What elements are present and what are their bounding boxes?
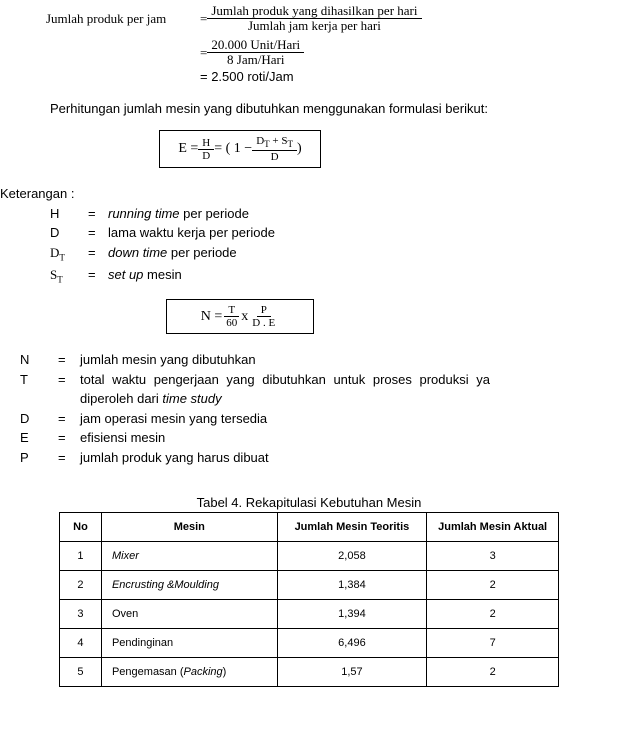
th-teoritis: Jumlah Mesin Teoritis: [277, 513, 427, 542]
cell-teoritis: 1,384: [277, 571, 427, 600]
def-st: ST = set up mesin: [0, 265, 618, 287]
keterangan-label: Keterangan :: [0, 184, 618, 204]
def-dt: DT = down time per periode: [0, 243, 618, 265]
cell-mesin: Mixer: [101, 542, 277, 571]
cell-no: 5: [60, 658, 102, 687]
cell-mesin: Pengemasan (Packing): [101, 658, 277, 687]
eq1-fraction2: 20.000 Unit/Hari 8 Jam/Hari: [207, 38, 304, 68]
paragraph-machine-formula: Perhitungan jumlah mesin yang dibutuhkan…: [0, 99, 618, 119]
defs-e-block: H = running time per periode D = lama wa…: [0, 204, 618, 287]
formula-e-box-wrap: E = H D = ( 1 − DT + ST D ): [0, 130, 420, 168]
th-mesin: Mesin: [101, 513, 277, 542]
cell-aktual: 7: [427, 629, 559, 658]
eq-products-per-hour-line2: = 20.000 Unit/Hari 8 Jam/Hari: [0, 38, 618, 68]
th-no: No: [60, 513, 102, 542]
table-header-row: No Mesin Jumlah Mesin Teoritis Jumlah Me…: [60, 513, 559, 542]
cell-teoritis: 1,394: [277, 600, 427, 629]
table-row: 3Oven1,3942: [60, 600, 559, 629]
th-aktual: Jumlah Mesin Aktual: [427, 513, 559, 542]
cell-aktual: 2: [427, 571, 559, 600]
def-d: D = lama waktu kerja per periode: [0, 223, 618, 243]
cell-teoritis: 6,496: [277, 629, 427, 658]
formula-n-box-wrap: N = T 60 x P D . E: [0, 299, 420, 334]
cell-aktual: 2: [427, 600, 559, 629]
table-row: 5Pengemasan (Packing)1,572: [60, 658, 559, 687]
cell-no: 3: [60, 600, 102, 629]
eq-products-per-hour-line1: Jumlah produk per jam = Jumlah produk ya…: [0, 4, 618, 34]
defs-n-block: N = jumlah mesin yang dibutuhkan T = tot…: [0, 350, 618, 467]
table-row: 1Mixer2,0583: [60, 542, 559, 571]
def-h: H = running time per periode: [0, 204, 618, 224]
machine-need-table: No Mesin Jumlah Mesin Teoritis Jumlah Me…: [59, 512, 559, 687]
eq1-fraction1: Jumlah produk yang dihasilkan per hari J…: [207, 4, 421, 34]
cell-no: 4: [60, 629, 102, 658]
table-caption: Tabel 4. Rekapitulasi Kebutuhan Mesin: [0, 495, 618, 510]
formula-e-box: E = H D = ( 1 − DT + ST D ): [159, 130, 320, 168]
cell-teoritis: 2,058: [277, 542, 427, 571]
cell-no: 2: [60, 571, 102, 600]
def-e2: E = efisiensi mesin: [0, 428, 618, 448]
eq1-lhs: Jumlah produk per jam: [0, 9, 200, 29]
cell-aktual: 2: [427, 658, 559, 687]
def-p: P = jumlah produk yang harus dibuat: [0, 448, 618, 468]
table-row: 2Encrusting &Moulding1,3842: [60, 571, 559, 600]
cell-mesin: Pendinginan: [101, 629, 277, 658]
eq1-result: = 2.500 roti/Jam: [0, 67, 618, 87]
cell-mesin: Encrusting &Moulding: [101, 571, 277, 600]
cell-mesin: Oven: [101, 600, 277, 629]
cell-teoritis: 1,57: [277, 658, 427, 687]
cell-no: 1: [60, 542, 102, 571]
def-d2: D = jam operasi mesin yang tersedia: [0, 409, 618, 429]
table-row: 4Pendinginan6,4967: [60, 629, 559, 658]
cell-aktual: 3: [427, 542, 559, 571]
def-n: N = jumlah mesin yang dibutuhkan: [0, 350, 618, 370]
formula-n-box: N = T 60 x P D . E: [166, 299, 314, 334]
def-t: T = total waktu pengerjaan yang dibutuhk…: [0, 370, 618, 409]
